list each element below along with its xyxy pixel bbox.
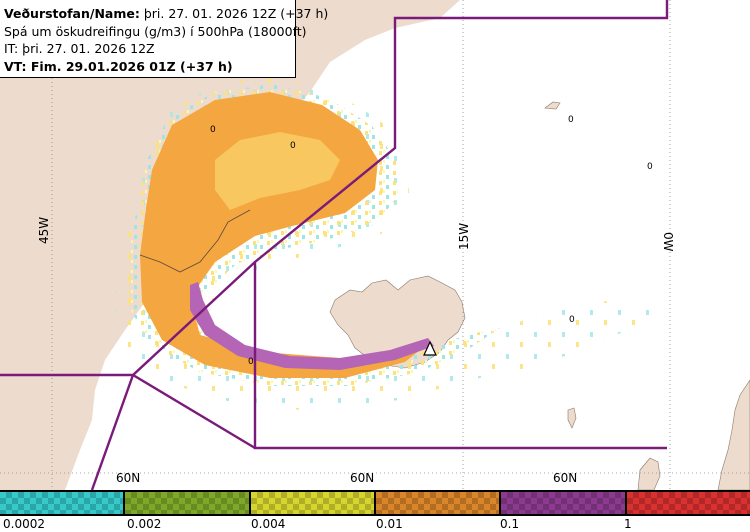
legend-threshold: 0.002 [127, 517, 162, 531]
concentration-marker: 0 [647, 162, 653, 172]
ash-swirl-gap [215, 132, 340, 210]
header-line-3: IT: þri. 27. 01. 2026 12Z [4, 41, 155, 57]
legend-swatch [250, 492, 376, 514]
header-line-4: VT: Fim. 29.01.2026 01Z (+37 h) [4, 58, 233, 74]
jan-mayen-island [544, 101, 561, 110]
lon-label-45w: 45W [37, 217, 51, 244]
concentration-legend-bar [0, 490, 750, 516]
legend-swatch [0, 492, 126, 514]
greenland-coastline [139, 209, 251, 273]
concentration-marker: 0 [248, 357, 254, 367]
triangle-volcano-icon [423, 340, 437, 356]
legend-swatch [125, 492, 251, 514]
forecast-info-box: Veðurstofan/Name: þri. 27. 01. 2026 12Z … [0, 0, 328, 78]
concentration-marker: 0 [210, 125, 216, 135]
legend-swatch [501, 492, 627, 514]
legend-threshold: 1 [624, 517, 632, 531]
faroe-islands [567, 407, 577, 429]
ash-dispersion-map: 45W 15W 0W 60N 60N 60N 0 0 0 0 0 0 [0, 0, 750, 490]
ash-orange-plume [140, 92, 430, 378]
fir-boundary [0, 0, 669, 490]
lat-label-60n-west: 60N [116, 471, 140, 485]
issue-time: þri. 27. 01. 2026 12Z (+37 h) [139, 6, 329, 21]
header-line-2: Spá um öskudreifingu (g/m3) í 500hPa (18… [4, 23, 307, 39]
concentration-marker: 0 [569, 315, 575, 325]
legend-threshold: 0.004 [251, 517, 286, 531]
norway-coast [717, 379, 750, 490]
legend-swatch [626, 492, 750, 514]
lon-label-15w: 15W [457, 223, 471, 250]
issuer-label: Veðurstofan/Name: [4, 6, 140, 21]
lat-label-60n-center: 60N [350, 471, 374, 485]
graticule [0, 0, 750, 490]
legend-threshold: 0.01 [376, 517, 403, 531]
legend-swatch [375, 492, 502, 514]
concentration-marker: 0 [290, 141, 296, 151]
concentration-marker: 0 [568, 115, 574, 125]
greenland-landmass [0, 0, 460, 490]
scotland-coast [637, 457, 661, 490]
lon-label-0w: 0W [661, 232, 675, 252]
ash-purple-band [190, 282, 434, 370]
legend-threshold-labels: 0.0002 0.002 0.004 0.01 0.1 1 [0, 516, 750, 532]
lat-label-60n-east: 60N [553, 471, 577, 485]
legend-threshold: 0.0002 [3, 517, 45, 531]
legend-threshold: 0.1 [500, 517, 520, 531]
header-line-1: Veðurstofan/Name: þri. 27. 01. 2026 12Z … [4, 5, 328, 23]
